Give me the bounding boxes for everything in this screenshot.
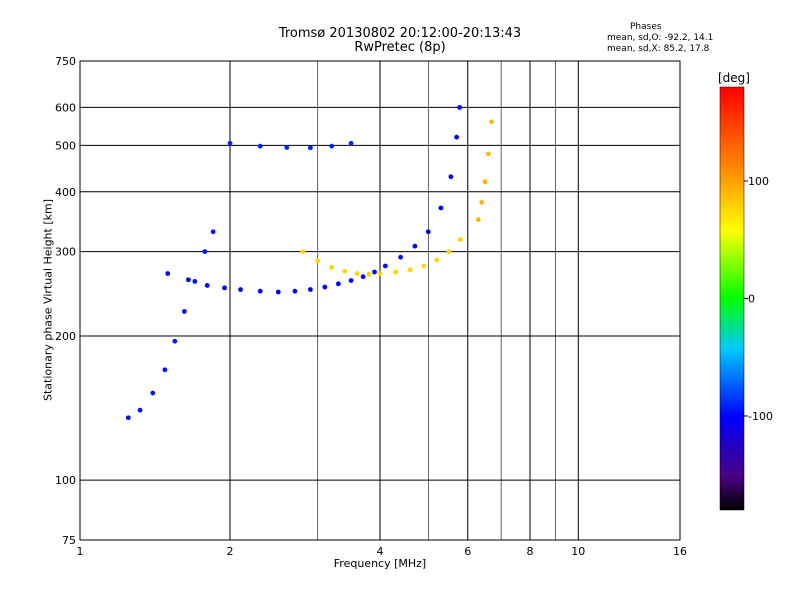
y-tick-label: 600 bbox=[55, 101, 76, 114]
data-point bbox=[348, 140, 354, 146]
data-point bbox=[322, 284, 328, 290]
data-point bbox=[482, 179, 488, 185]
x-axis-label: Frequency [MHz] bbox=[333, 557, 427, 570]
data-point bbox=[300, 249, 306, 255]
data-point bbox=[238, 287, 243, 292]
data-point bbox=[150, 390, 156, 396]
data-point bbox=[458, 237, 463, 242]
data-point bbox=[315, 258, 321, 264]
x-tick-label: 2 bbox=[227, 545, 234, 558]
stats-x-mode: mean, sd,X: 85.2, 17.8 bbox=[607, 44, 710, 54]
x-tick-label: 1 bbox=[77, 545, 84, 558]
y-tick-label: 100 bbox=[55, 474, 76, 487]
data-point bbox=[329, 265, 335, 270]
x-tick-label: 16 bbox=[673, 545, 687, 558]
data-point bbox=[446, 249, 452, 255]
colorbar-tick-label: -100 bbox=[748, 410, 773, 423]
data-point bbox=[489, 119, 495, 125]
data-point bbox=[125, 415, 131, 421]
x-tick-label: 4 bbox=[377, 545, 384, 558]
y-tick-label: 200 bbox=[55, 330, 76, 343]
x-tick-label: 10 bbox=[571, 545, 585, 558]
data-point bbox=[292, 288, 298, 294]
data-point bbox=[308, 287, 313, 292]
data-point bbox=[454, 134, 460, 140]
data-point bbox=[192, 278, 198, 284]
data-point bbox=[382, 263, 388, 269]
colorbar-unit-label: [deg] bbox=[718, 71, 750, 85]
data-points bbox=[125, 105, 495, 421]
data-point bbox=[438, 205, 444, 211]
plot-grid bbox=[80, 61, 680, 540]
x-axis-ticks: 1 2 4 6 8 10 16 bbox=[77, 545, 688, 558]
data-point bbox=[165, 271, 171, 276]
data-point bbox=[475, 217, 481, 222]
data-point bbox=[425, 229, 431, 235]
data-point bbox=[434, 257, 440, 263]
data-point bbox=[204, 283, 210, 288]
data-point bbox=[412, 243, 418, 249]
data-point bbox=[257, 288, 263, 294]
data-point bbox=[222, 285, 227, 291]
y-axis-ticks: 75 100 200 300 400 500 600 750 bbox=[55, 55, 76, 547]
data-point bbox=[162, 367, 168, 373]
data-point bbox=[181, 309, 187, 314]
data-point bbox=[275, 289, 281, 295]
data-point bbox=[172, 338, 178, 344]
data-point bbox=[485, 151, 491, 157]
plot-frame bbox=[79, 60, 681, 541]
chart-title: Tromsø 20130802 20:12:00-20:13:43 bbox=[278, 26, 522, 41]
data-point bbox=[202, 249, 208, 255]
colorbar-tick-label: 100 bbox=[748, 175, 769, 188]
x-tick-label: 8 bbox=[527, 545, 534, 558]
data-point bbox=[308, 145, 313, 151]
x-tick-label: 6 bbox=[464, 545, 471, 558]
data-point bbox=[407, 267, 413, 273]
data-point bbox=[137, 407, 143, 413]
data-point bbox=[348, 278, 354, 283]
data-point bbox=[335, 281, 341, 287]
y-tick-label: 75 bbox=[62, 534, 76, 547]
stats-o-mode: mean, sd,O: -92.2, 14.1 bbox=[607, 33, 714, 43]
data-point bbox=[257, 143, 263, 149]
data-point bbox=[372, 269, 377, 275]
data-point bbox=[421, 263, 427, 269]
data-point bbox=[210, 229, 216, 235]
data-point bbox=[457, 105, 463, 110]
colorbar bbox=[719, 86, 745, 511]
data-point bbox=[360, 274, 366, 280]
stats-heading: Phases bbox=[630, 22, 662, 32]
data-point bbox=[366, 271, 372, 277]
y-tick-label: 500 bbox=[55, 139, 76, 152]
data-point bbox=[479, 200, 485, 205]
data-point bbox=[377, 271, 383, 276]
data-point bbox=[329, 143, 335, 149]
data-point bbox=[284, 145, 290, 150]
colorbar-tick-label: 0 bbox=[748, 293, 755, 306]
data-point bbox=[448, 174, 454, 180]
data-point bbox=[342, 268, 348, 274]
y-tick-label: 750 bbox=[55, 55, 76, 68]
data-point bbox=[185, 277, 191, 283]
colorbar-ticks: 100 0 -100 bbox=[744, 175, 773, 423]
chart-subtitle: RwPretec (8p) bbox=[354, 40, 446, 55]
y-tick-label: 400 bbox=[55, 186, 76, 199]
data-point bbox=[354, 271, 360, 276]
data-point bbox=[393, 269, 399, 275]
y-tick-label: 300 bbox=[55, 246, 76, 259]
data-point bbox=[398, 254, 404, 260]
data-point bbox=[227, 140, 233, 146]
